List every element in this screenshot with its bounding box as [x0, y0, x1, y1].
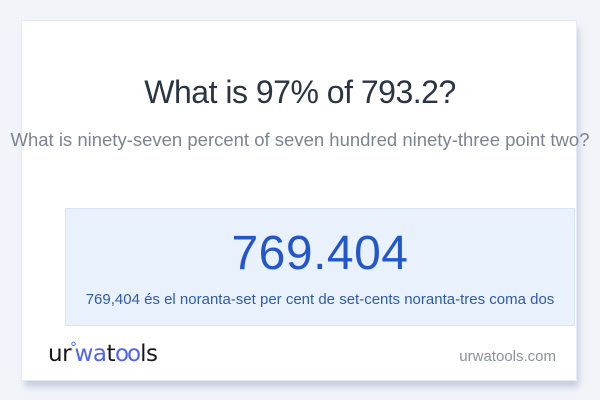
- brand-logo[interactable]: ur°watools: [48, 339, 158, 367]
- answer-value: 769.404: [231, 227, 409, 280]
- question-subtitle: What is ninety-seven percent of seven hu…: [10, 129, 590, 150]
- page-title: What is 97% of 793.2?: [144, 74, 456, 110]
- card-footer: ur°watools urwatools.com: [22, 339, 576, 367]
- result-card: 769.404 769,404 és el noranta-set per ce…: [21, 20, 577, 381]
- answer-box: 769.404 769,404 és el noranta-set per ce…: [65, 208, 575, 326]
- logo-segment-dark: ur: [48, 340, 72, 367]
- logo-ring-icon: °: [70, 339, 77, 356]
- logo-segment-accent: wa: [74, 340, 107, 367]
- logo-segment-dark: t: [106, 340, 115, 367]
- site-url-text: urwatools.com: [459, 348, 556, 365]
- logo-segment-dark: ls: [140, 340, 158, 367]
- logo-glasses-oo: oo: [114, 340, 141, 367]
- answer-sentence: 769,404 és el noranta-set per cent de se…: [85, 291, 555, 308]
